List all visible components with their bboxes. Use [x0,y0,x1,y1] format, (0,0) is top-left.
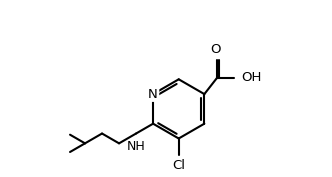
Text: N: N [148,88,158,101]
Text: O: O [210,43,220,56]
Text: NH: NH [127,140,146,153]
Text: OH: OH [241,71,262,84]
Text: Cl: Cl [172,159,185,172]
